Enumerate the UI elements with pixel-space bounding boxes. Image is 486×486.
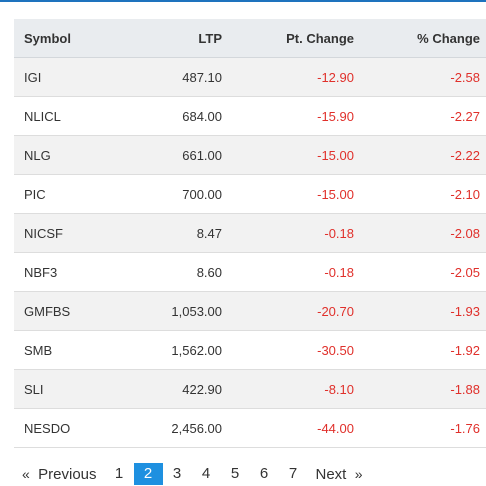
cell-symbol: SLI	[14, 369, 119, 409]
losers-table: Symbol LTP Pt. Change % Change IGI 487.1…	[14, 19, 486, 448]
pagination: « Previous 1 2 3 4 5 6 7 Next »	[14, 463, 370, 485]
page-2-button-active[interactable]: 2	[133, 463, 163, 485]
cell-ltp: 8.60	[119, 252, 222, 292]
cell-ltp: 1,053.00	[119, 291, 222, 331]
header-pt-change[interactable]: Pt. Change	[222, 19, 354, 58]
cell-symbol: NICSF	[14, 213, 119, 253]
cell-pct-change: -1.92	[354, 330, 486, 370]
table-row: NICSF 8.47 -0.18 -2.08	[14, 213, 486, 253]
cell-pct-change: -1.88	[354, 369, 486, 409]
cell-symbol: SMB	[14, 330, 119, 370]
cell-symbol: PIC	[14, 174, 119, 214]
cell-pt-change: -20.70	[222, 291, 354, 331]
cell-pt-change: -15.00	[222, 174, 354, 214]
page-7-button[interactable]: 7	[288, 465, 298, 482]
cell-ltp: 1,562.00	[119, 330, 222, 370]
cell-ltp: 700.00	[119, 174, 222, 214]
table-row: NLICL 684.00 -15.90 -2.27	[14, 96, 486, 136]
cell-pct-change: -1.76	[354, 408, 486, 448]
table-row: NESDO 2,456.00 -44.00 -1.76	[14, 408, 486, 448]
previous-label: Previous	[38, 466, 97, 483]
next-label: Next	[315, 466, 347, 483]
table-row: PIC 700.00 -15.00 -2.10	[14, 174, 486, 214]
previous-page-button[interactable]: « Previous	[14, 463, 105, 485]
page-3-button[interactable]: 3	[172, 465, 182, 482]
cell-pt-change: -44.00	[222, 408, 354, 448]
next-page-button[interactable]: Next »	[308, 463, 371, 485]
table-row: IGI 487.10 -12.90 -2.58	[14, 57, 486, 97]
cell-symbol: IGI	[14, 57, 119, 97]
top-accent-line	[0, 0, 486, 2]
cell-symbol: NLICL	[14, 96, 119, 136]
cell-ltp: 8.47	[119, 213, 222, 253]
page-4-button[interactable]: 4	[201, 465, 211, 482]
cell-ltp: 661.00	[119, 135, 222, 175]
cell-ltp: 684.00	[119, 96, 222, 136]
cell-pt-change: -12.90	[222, 57, 354, 97]
table-row: SMB 1,562.00 -30.50 -1.92	[14, 330, 486, 370]
cell-pt-change: -0.18	[222, 252, 354, 292]
cell-pct-change: -2.08	[354, 213, 486, 253]
cell-pct-change: -2.22	[354, 135, 486, 175]
header-pct-change[interactable]: % Change	[354, 19, 486, 58]
table-row: GMFBS 1,053.00 -20.70 -1.93	[14, 291, 486, 331]
cell-ltp: 2,456.00	[119, 408, 222, 448]
page-6-button[interactable]: 6	[259, 465, 269, 482]
table-header-row: Symbol LTP Pt. Change % Change	[14, 19, 486, 58]
cell-pt-change: -15.00	[222, 135, 354, 175]
double-chevron-right-icon: »	[354, 466, 363, 482]
cell-ltp: 487.10	[119, 57, 222, 97]
header-ltp[interactable]: LTP	[119, 19, 222, 58]
cell-pct-change: -2.05	[354, 252, 486, 292]
cell-pt-change: -0.18	[222, 213, 354, 253]
cell-pt-change: -15.90	[222, 96, 354, 136]
header-symbol[interactable]: Symbol	[14, 19, 119, 58]
cell-pct-change: -1.93	[354, 291, 486, 331]
cell-symbol: NBF3	[14, 252, 119, 292]
double-chevron-left-icon: «	[22, 466, 30, 482]
table-row: NBF3 8.60 -0.18 -2.05	[14, 252, 486, 292]
cell-pct-change: -2.10	[354, 174, 486, 214]
table-row: NLG 661.00 -15.00 -2.22	[14, 135, 486, 175]
page-5-button[interactable]: 5	[230, 465, 240, 482]
cell-symbol: GMFBS	[14, 291, 119, 331]
cell-pt-change: -30.50	[222, 330, 354, 370]
cell-symbol: NESDO	[14, 408, 119, 448]
cell-ltp: 422.90	[119, 369, 222, 409]
cell-pt-change: -8.10	[222, 369, 354, 409]
page-1-button[interactable]: 1	[114, 465, 124, 482]
cell-pct-change: -2.27	[354, 96, 486, 136]
cell-pct-change: -2.58	[354, 57, 486, 97]
table-row: SLI 422.90 -8.10 -1.88	[14, 369, 486, 409]
cell-symbol: NLG	[14, 135, 119, 175]
